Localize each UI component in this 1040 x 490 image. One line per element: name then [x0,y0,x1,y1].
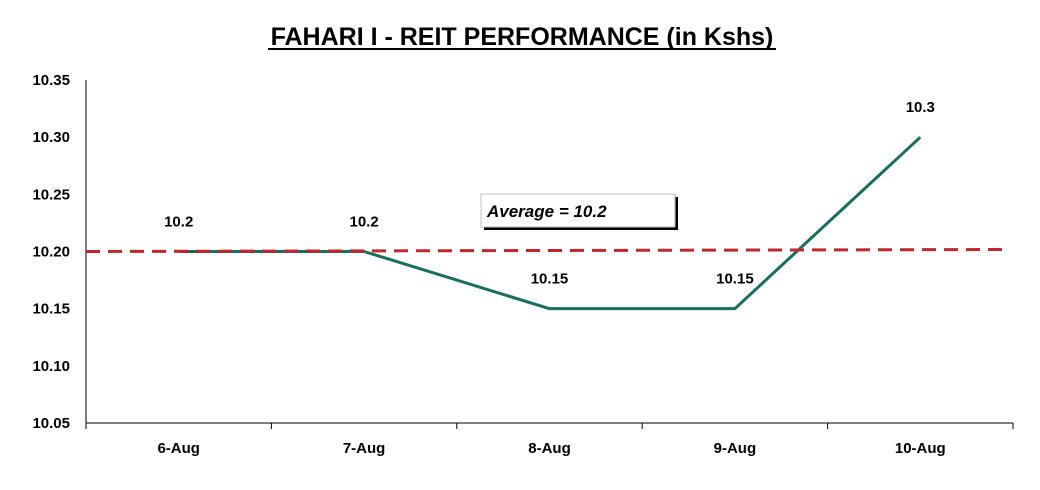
x-tick-label: 7-Aug [343,440,386,457]
y-tick-label: 10.30 [32,129,70,146]
chart-title-group: FAHARI I - REIT PERFORMANCE (in Kshs) [268,23,776,51]
y-tick-label: 10.05 [32,415,70,432]
series-line [178,136,922,311]
average-annotation-box [480,193,676,228]
x-axis-ticks: 6-Aug 7-Aug 8-Aug 9-Aug 10-Aug [157,440,945,457]
series-group [178,136,922,311]
x-tick-label: 6-Aug [157,440,200,457]
data-label: 10.15 [716,271,754,288]
data-label: 10.2 [349,214,378,231]
y-tick-label: 10.35 [32,72,70,89]
data-label: 10.2 [164,214,193,231]
data-label: 10.15 [531,271,569,288]
x-tick-label: 10-Aug [895,440,946,457]
y-tick-label: 10.10 [32,358,70,375]
chart-title: FAHARI I - REIT PERFORMANCE (in Kshs) [271,23,774,51]
y-axis-ticks: 10.05 10.10 10.15 10.20 10.25 10.30 10.35 [32,72,70,432]
axes [85,80,1014,429]
average-annotation-text: Average = 10.2 [486,202,607,221]
x-tick-label: 8-Aug [528,440,571,457]
y-tick-label: 10.25 [32,186,70,203]
average-line-group [85,248,1004,253]
x-tick-label: 9-Aug [714,440,757,457]
y-tick-label: 10.15 [32,301,70,318]
y-tick-label: 10.20 [32,244,70,261]
data-labels-group: 10.2 10.2 10.15 10.15 10.3 [164,99,935,288]
average-annotation: Average = 10.2 [480,193,678,230]
data-label: 10.3 [906,99,935,116]
average-line [85,248,1004,253]
